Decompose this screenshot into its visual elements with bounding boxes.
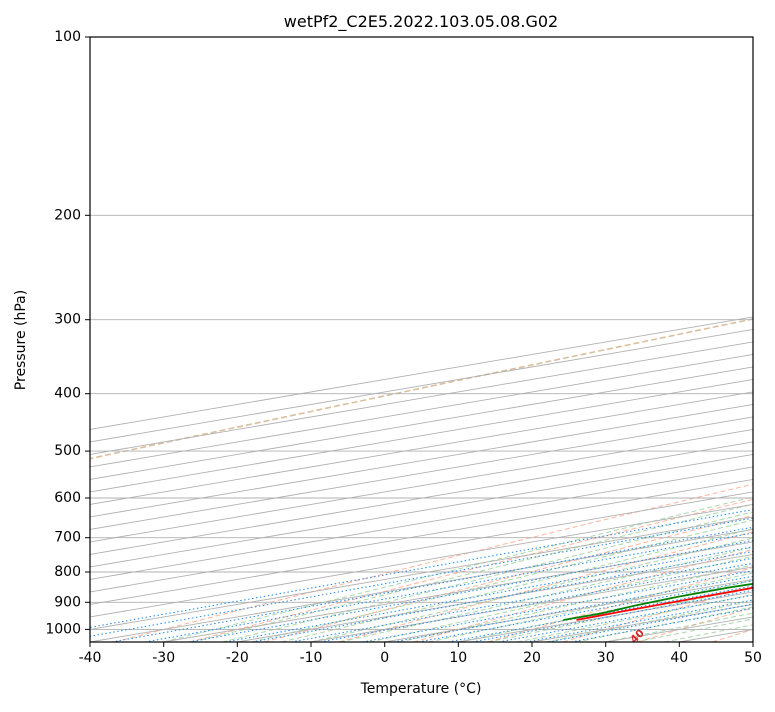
y-tick-label: 700 xyxy=(54,530,81,546)
x-tick-label: -10 xyxy=(300,650,323,666)
x-axis-label: Temperature (°C) xyxy=(360,681,482,697)
y-tick-label: 900 xyxy=(54,594,81,610)
y-tick-label: 800 xyxy=(54,564,81,580)
y-axis-label: Pressure (hPa) xyxy=(13,290,29,390)
y-tick-label: 100 xyxy=(54,29,81,45)
y-tick-label: 500 xyxy=(54,443,81,459)
x-tick-label: 20 xyxy=(523,650,541,666)
x-tick-label: 50 xyxy=(744,650,762,666)
x-tick-label: 10 xyxy=(449,650,467,666)
y-tick-label: 200 xyxy=(54,207,81,223)
x-tick-label: -40 xyxy=(79,650,102,666)
x-tick-label: 0 xyxy=(380,650,389,666)
x-tick-label: 40 xyxy=(670,650,688,666)
x-tick-label: -30 xyxy=(152,650,175,666)
y-tick-label: 600 xyxy=(54,490,81,506)
y-tick-label: 300 xyxy=(54,312,81,328)
chart-title: wetPf2_C2E5.2022.103.05.08.G02 xyxy=(284,12,558,32)
x-tick-label: -20 xyxy=(226,650,249,666)
y-tick-label: 1000 xyxy=(45,621,81,637)
y-tick-label: 400 xyxy=(54,386,81,402)
x-tick-label: 30 xyxy=(597,650,615,666)
